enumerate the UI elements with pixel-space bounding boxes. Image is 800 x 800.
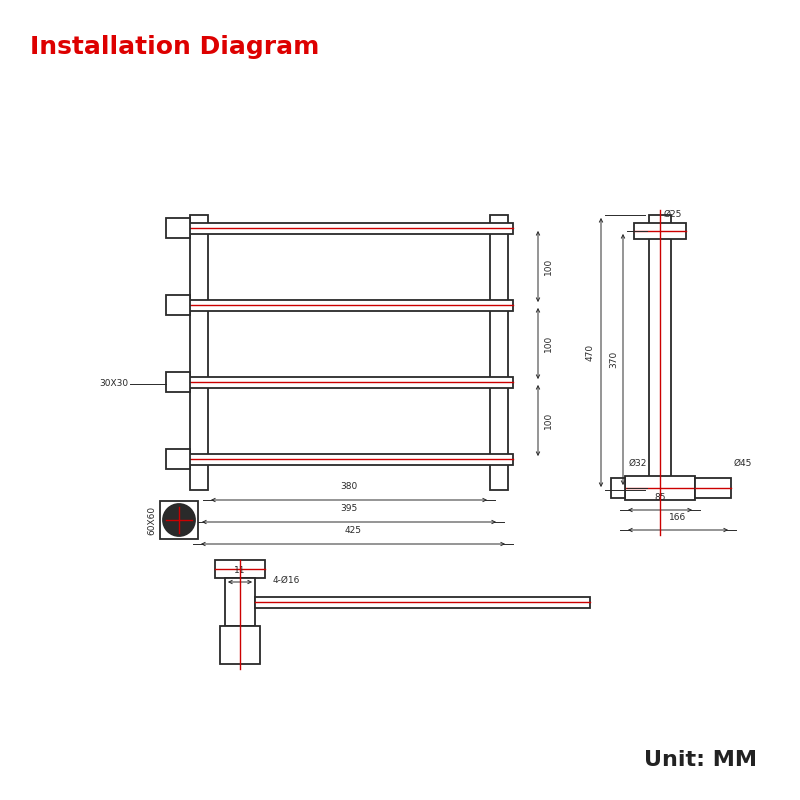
Bar: [166, 295, 190, 315]
Text: 166: 166: [670, 513, 686, 522]
Bar: [625, 476, 695, 500]
Text: Installation Diagram: Installation Diagram: [30, 35, 319, 59]
Bar: [185, 454, 513, 465]
Text: Ø25: Ø25: [664, 210, 682, 219]
Text: 30X30: 30X30: [99, 379, 128, 389]
Bar: [220, 626, 260, 664]
Circle shape: [163, 504, 195, 536]
Text: Ø32: Ø32: [629, 459, 647, 468]
Bar: [634, 223, 686, 239]
Text: 11: 11: [234, 566, 246, 575]
Bar: [255, 597, 590, 607]
Text: Unit: MM: Unit: MM: [643, 750, 757, 770]
Bar: [160, 501, 198, 539]
Text: 100: 100: [544, 335, 553, 352]
Text: 425: 425: [345, 526, 362, 535]
Bar: [190, 215, 208, 490]
Text: Ø45: Ø45: [734, 459, 752, 468]
Bar: [225, 578, 255, 626]
Bar: [649, 215, 671, 490]
Text: 380: 380: [340, 482, 358, 491]
Text: 370: 370: [609, 351, 618, 368]
Bar: [185, 300, 513, 311]
Bar: [166, 218, 190, 238]
Text: 100: 100: [544, 412, 553, 429]
Bar: [215, 560, 265, 578]
Text: 4-Ø16: 4-Ø16: [273, 576, 300, 585]
Bar: [695, 478, 731, 498]
Text: 395: 395: [340, 504, 358, 513]
Bar: [185, 377, 513, 388]
Bar: [185, 223, 513, 234]
Text: 85: 85: [654, 493, 666, 502]
Bar: [490, 215, 508, 490]
Bar: [166, 372, 190, 392]
Text: 470: 470: [586, 344, 595, 361]
Bar: [166, 449, 190, 469]
Text: 100: 100: [544, 258, 553, 275]
Bar: [611, 478, 625, 498]
Text: 60X60: 60X60: [147, 506, 156, 534]
